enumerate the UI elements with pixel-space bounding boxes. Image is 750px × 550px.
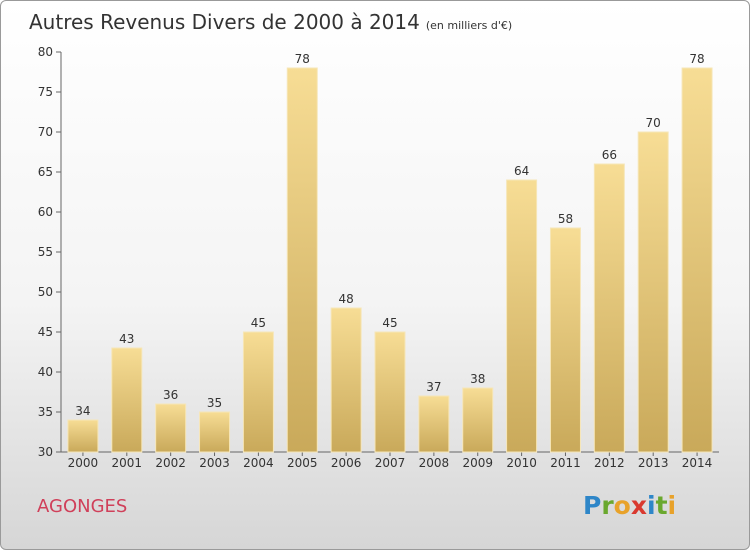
bar: [374, 331, 406, 453]
y-tick-label: 70: [38, 125, 53, 139]
x-tick-label: 2008: [419, 456, 450, 470]
bar-value-label: 37: [426, 380, 441, 394]
bar-value-label: 78: [295, 52, 310, 66]
x-tick-label: 2013: [638, 456, 669, 470]
y-tick-label: 65: [38, 165, 53, 179]
x-tick-label: 2001: [112, 456, 143, 470]
bar-value-label: 48: [338, 292, 353, 306]
x-tick-label: 2006: [331, 456, 362, 470]
x-tick-label: 2007: [375, 456, 406, 470]
bar-value-label: 58: [558, 212, 573, 226]
chart-title-text: Autres Revenus Divers de 2000 à 2014: [29, 10, 420, 34]
logo-letter: i: [647, 491, 656, 520]
y-tick-label: 35: [38, 405, 53, 419]
logo-letter: P: [583, 491, 602, 520]
chart-subtitle: (en milliers d'€): [425, 19, 513, 32]
bar: [593, 163, 625, 453]
bar-value-label: 66: [602, 148, 617, 162]
bar: [67, 419, 99, 453]
bar: [549, 227, 581, 453]
bar-value-label: 45: [382, 316, 397, 330]
x-tick-label: 2012: [594, 456, 625, 470]
logo-letter: r: [601, 491, 614, 520]
x-tick-label: 2002: [155, 456, 186, 470]
x-tick-label: 2014: [682, 456, 713, 470]
y-tick-label: 30: [38, 445, 53, 459]
y-tick-label: 60: [38, 205, 53, 219]
logo-letter: t: [655, 491, 668, 520]
bar-value-label: 78: [689, 52, 704, 66]
y-tick-label: 80: [38, 45, 53, 59]
bar-value-label: 36: [163, 388, 178, 402]
bar-value-label: 38: [470, 372, 485, 386]
y-tick-label: 55: [38, 245, 53, 259]
logo-letter: i: [667, 491, 677, 520]
bar-value-label: 35: [207, 396, 222, 410]
bar-value-label: 45: [251, 316, 266, 330]
bar: [155, 403, 187, 453]
x-tick-label: 2005: [287, 456, 318, 470]
y-tick-label: 50: [38, 285, 53, 299]
y-tick-label: 75: [38, 85, 53, 99]
x-tick-label: 2010: [506, 456, 537, 470]
town-name: AGONGES: [37, 496, 128, 517]
bar: [637, 131, 669, 453]
bar-value-label: 64: [514, 164, 529, 178]
proxiti-logo: Proxiti: [583, 491, 676, 520]
bar-value-label: 34: [75, 404, 90, 418]
x-tick-label: 2011: [550, 456, 581, 470]
y-tick-label: 45: [38, 325, 53, 339]
logo-letter: o: [613, 491, 631, 520]
y-tick-label: 40: [38, 365, 53, 379]
bar-value-label: 70: [646, 116, 661, 130]
logo-letter: x: [630, 491, 647, 520]
x-tick-label: 2003: [199, 456, 230, 470]
bar: [286, 67, 318, 453]
bar: [681, 67, 713, 453]
bar: [462, 387, 494, 453]
chart-title: Autres Revenus Divers de 2000 à 2014 (en …: [29, 10, 512, 34]
x-tick-label: 2004: [243, 456, 274, 470]
bar-value-label: 43: [119, 332, 134, 346]
bar: [199, 411, 231, 453]
bar: [242, 331, 274, 453]
x-tick-label: 2000: [68, 456, 99, 470]
bar: [418, 395, 450, 453]
bar: [330, 307, 362, 453]
bar: [111, 347, 143, 453]
bar: [506, 179, 538, 453]
x-tick-label: 2009: [462, 456, 493, 470]
